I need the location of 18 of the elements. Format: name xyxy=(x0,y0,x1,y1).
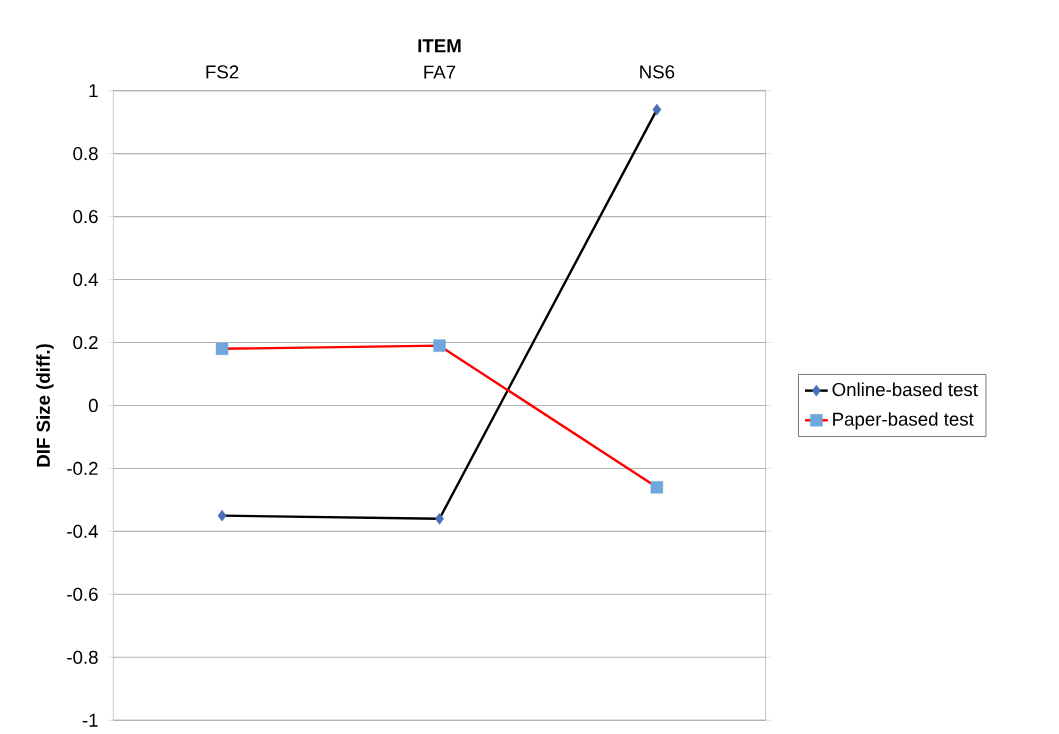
y-tick-label: 0.2 xyxy=(73,336,98,350)
y-tick-label: 1 xyxy=(89,84,98,98)
y-tick-label: -1 xyxy=(82,714,98,727)
y-axis-title: DIF Size (diff.) xyxy=(36,344,54,467)
x-axis-title: ITEM xyxy=(418,39,461,53)
y-tick-label: -0.4 xyxy=(67,524,98,539)
x-tick-label: FS2 xyxy=(206,65,239,79)
x-tick-label: NS6 xyxy=(640,65,675,79)
legend-label: Paper-based test xyxy=(833,412,974,430)
x-tick-label: FA7 xyxy=(424,65,456,79)
y-tick-label: 0.8 xyxy=(73,147,98,161)
legend-label: Online-based test xyxy=(832,382,978,397)
y-tick-label: 0.4 xyxy=(73,273,98,287)
y-tick-label: -0.6 xyxy=(67,587,98,602)
y-tick-label: 0 xyxy=(88,399,98,413)
y-tick-label: -0.8 xyxy=(67,650,98,665)
y-tick-label: 0.6 xyxy=(73,210,98,224)
y-tick-label: -0.2 xyxy=(67,462,98,476)
